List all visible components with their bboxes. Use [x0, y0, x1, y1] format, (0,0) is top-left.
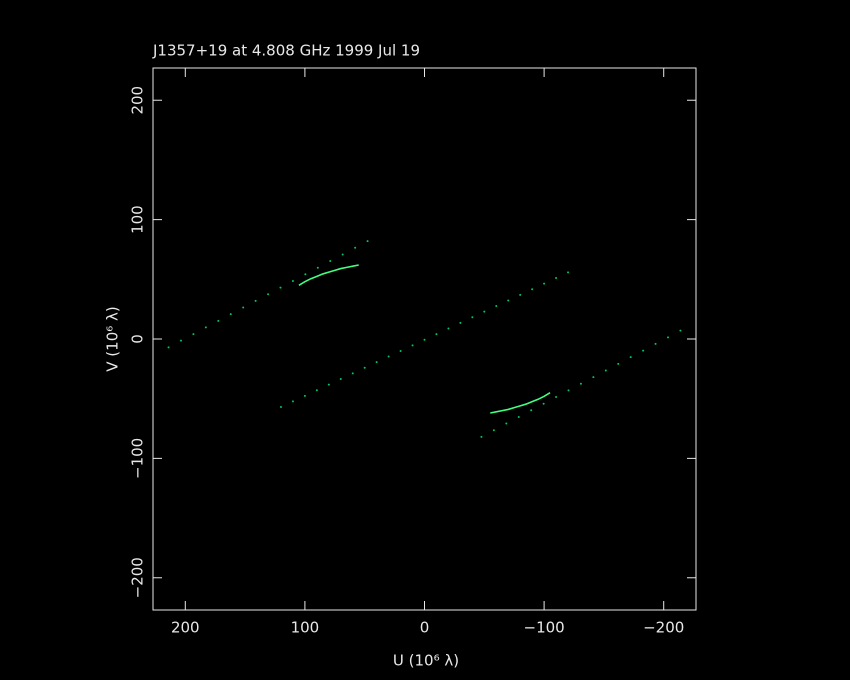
x-tick-label: 100	[291, 619, 320, 637]
uv-point	[167, 346, 170, 349]
uv-point	[567, 271, 570, 274]
uv-point	[530, 409, 533, 412]
uv-point	[179, 339, 182, 342]
x-tick-label: 0	[420, 619, 430, 637]
x-axis-label: U (10⁶ λ)	[393, 652, 459, 670]
uv-point	[423, 338, 426, 341]
uv-point	[592, 376, 595, 379]
uv-point	[543, 282, 546, 285]
uv-point	[204, 326, 207, 329]
uv-point	[316, 266, 319, 269]
uv-point	[629, 356, 632, 359]
uv-point	[667, 336, 670, 339]
uv-point	[291, 400, 294, 403]
y-axis-label: V (10⁶ λ)	[104, 306, 122, 371]
uv-point	[229, 313, 232, 316]
uv-point	[304, 273, 307, 276]
uv-track	[490, 392, 551, 414]
y-tick-label: 100	[129, 205, 147, 234]
x-tick-label: −100	[524, 619, 565, 637]
uv-point	[341, 253, 344, 256]
x-tick-label: −200	[643, 619, 684, 637]
uv-point	[387, 355, 390, 358]
uv-point	[354, 246, 357, 249]
y-tick-label: −100	[129, 438, 147, 479]
uv-point	[567, 389, 570, 392]
uv-point	[363, 366, 366, 369]
uv-point	[654, 342, 657, 345]
uv-point	[435, 333, 438, 336]
uv-point	[254, 299, 257, 302]
uv-point	[303, 394, 306, 397]
uv-point	[447, 327, 450, 330]
uv-point	[291, 279, 294, 282]
uv-point	[459, 321, 462, 324]
uv-point	[411, 344, 414, 347]
uv-point	[542, 402, 545, 405]
uv-point	[192, 333, 195, 336]
uv-point	[351, 372, 354, 375]
uv-point	[679, 329, 682, 332]
uv-point	[519, 293, 522, 296]
uv-point	[327, 383, 330, 386]
y-tick-label: −200	[129, 557, 147, 598]
uv-point	[480, 435, 483, 438]
uv-point	[604, 369, 607, 372]
uv-point	[617, 362, 620, 365]
uv-point	[579, 382, 582, 385]
uv-point	[329, 260, 332, 263]
uv-point	[507, 299, 510, 302]
chart-title: J1357+19 at 4.808 GHz 1999 Jul 19	[152, 42, 420, 60]
uv-point	[279, 286, 282, 289]
uv-point	[339, 377, 342, 380]
uv-point	[555, 276, 558, 279]
uv-point	[505, 422, 508, 425]
uv-point	[471, 316, 474, 319]
uv-point	[399, 349, 402, 352]
uv-point	[642, 349, 645, 352]
uv-point	[267, 293, 270, 296]
uv-track	[298, 264, 359, 286]
uv-point	[517, 415, 520, 418]
uv-point	[555, 396, 558, 399]
uv-point	[242, 306, 245, 309]
uv-point	[366, 240, 369, 243]
uv-point	[492, 429, 495, 432]
uv-point	[315, 389, 318, 392]
uv-point	[483, 310, 486, 313]
y-tick-label: 0	[129, 334, 147, 344]
x-tick-label: 200	[171, 619, 200, 637]
uv-point	[495, 305, 498, 308]
uv-point	[279, 406, 282, 409]
y-tick-label: 200	[129, 86, 147, 115]
uv-point	[217, 319, 220, 322]
uv-point	[531, 288, 534, 291]
uv-point	[375, 361, 378, 364]
